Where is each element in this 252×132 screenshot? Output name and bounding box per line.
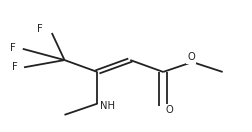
Text: O: O	[186, 52, 194, 62]
Text: F: F	[10, 43, 16, 53]
Text: F: F	[12, 62, 18, 72]
Text: NH: NH	[100, 101, 114, 111]
Text: F: F	[37, 24, 43, 34]
Text: O: O	[165, 105, 173, 115]
